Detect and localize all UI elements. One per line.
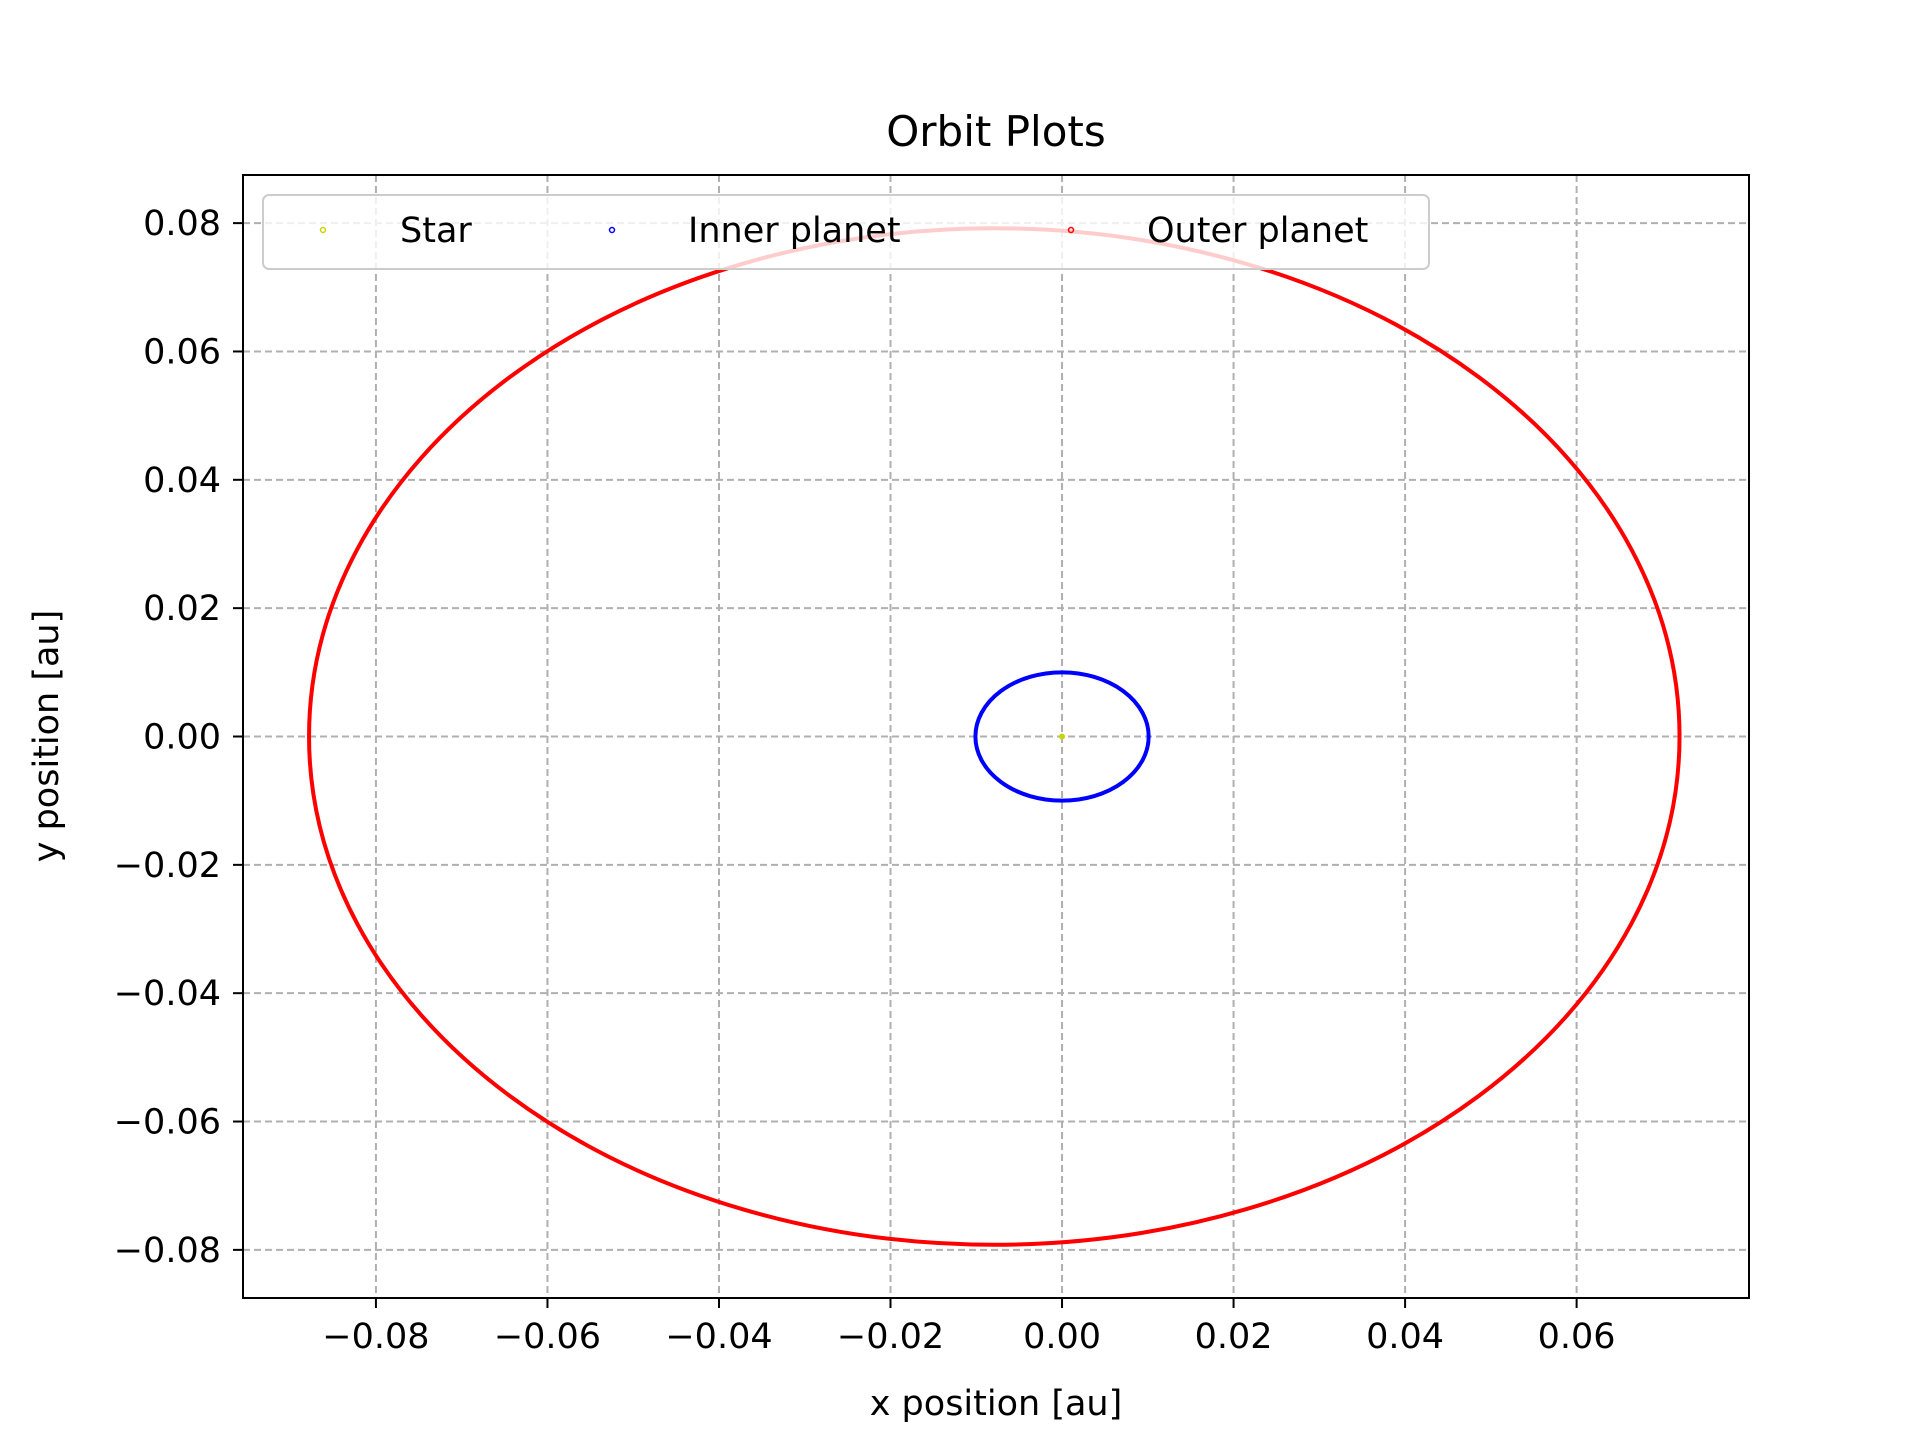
y-tick-label: −0.08 <box>114 1231 221 1271</box>
y-tick-label: 0.00 <box>143 718 221 758</box>
chart-title: Orbit Plots <box>886 107 1106 156</box>
y-tick-label: −0.02 <box>114 846 221 886</box>
legend-box <box>262 194 1430 270</box>
inner-planet-orbit <box>973 670 1151 803</box>
x-tick-label: −0.06 <box>494 1317 601 1357</box>
x-tick-label: −0.08 <box>322 1317 429 1357</box>
x-tick-label: 0.02 <box>1195 1317 1273 1357</box>
y-axis-label: y position [au] <box>27 610 67 863</box>
y-tick-label: 0.06 <box>143 332 221 372</box>
y-tick-label: 0.02 <box>143 589 221 629</box>
x-tick-label: −0.02 <box>837 1317 944 1357</box>
star-marker <box>1059 733 1066 740</box>
x-tick-label: 0.00 <box>1023 1317 1101 1357</box>
x-axis-label: x position [au] <box>870 1384 1123 1424</box>
legend-outer-planet-label: Outer planet <box>1147 211 1368 251</box>
x-tick-label: −0.04 <box>665 1317 772 1357</box>
y-axis: −0.08 −0.06 −0.04 −0.02 0.00 0.02 0.04 0.06 0.08 <box>114 204 243 1271</box>
y-tick-label: −0.04 <box>114 974 221 1014</box>
legend-outer-planet-swatch <box>1067 226 1075 234</box>
legend-inner-planet-swatch <box>608 226 616 234</box>
legend-inner-planet-label: Inner planet <box>688 211 901 251</box>
x-axis: −0.08 −0.06 −0.04 −0.02 0.00 0.02 0.04 0.06 <box>322 1298 1616 1357</box>
x-tick-label: 0.04 <box>1366 1317 1444 1357</box>
legend: Star Inner planet Outer planet <box>262 194 1430 270</box>
y-tick-label: 0.08 <box>143 204 221 244</box>
legend-star-swatch <box>319 226 327 234</box>
x-tick-label: 0.06 <box>1538 1317 1616 1357</box>
legend-star-label: Star <box>400 211 472 251</box>
y-tick-label: 0.04 <box>143 461 221 501</box>
y-tick-label: −0.06 <box>114 1103 221 1143</box>
